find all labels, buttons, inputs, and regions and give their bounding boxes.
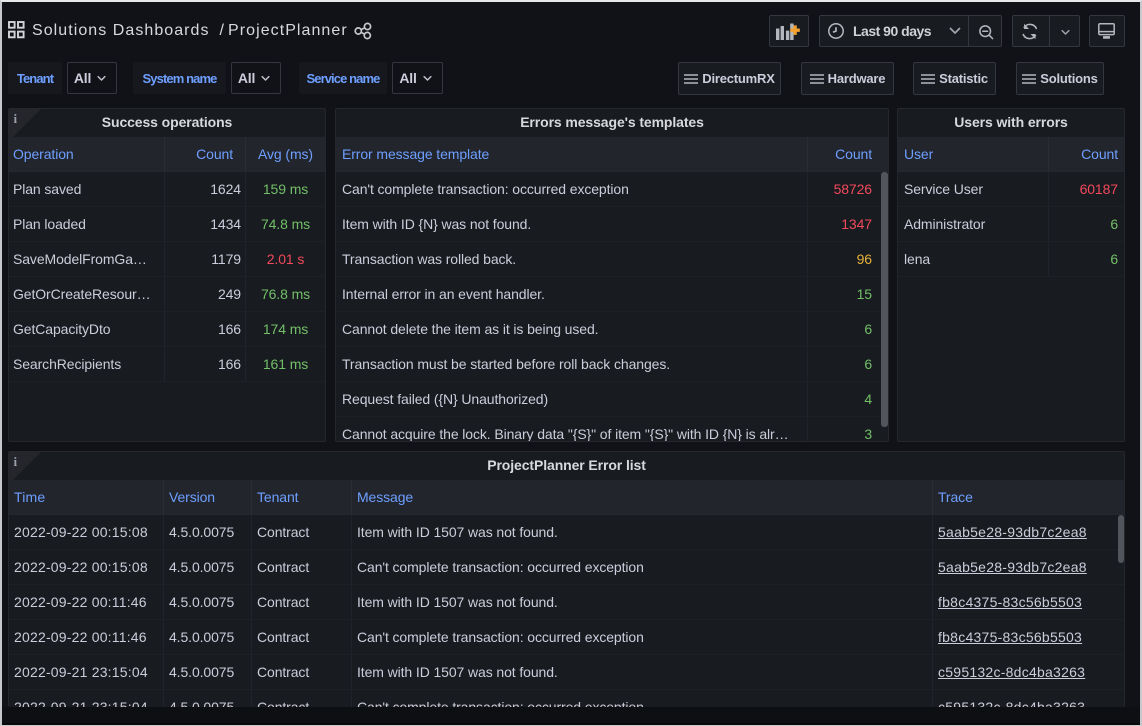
svg-text:i: i (14, 111, 18, 126)
svg-text:i: i (14, 454, 18, 469)
